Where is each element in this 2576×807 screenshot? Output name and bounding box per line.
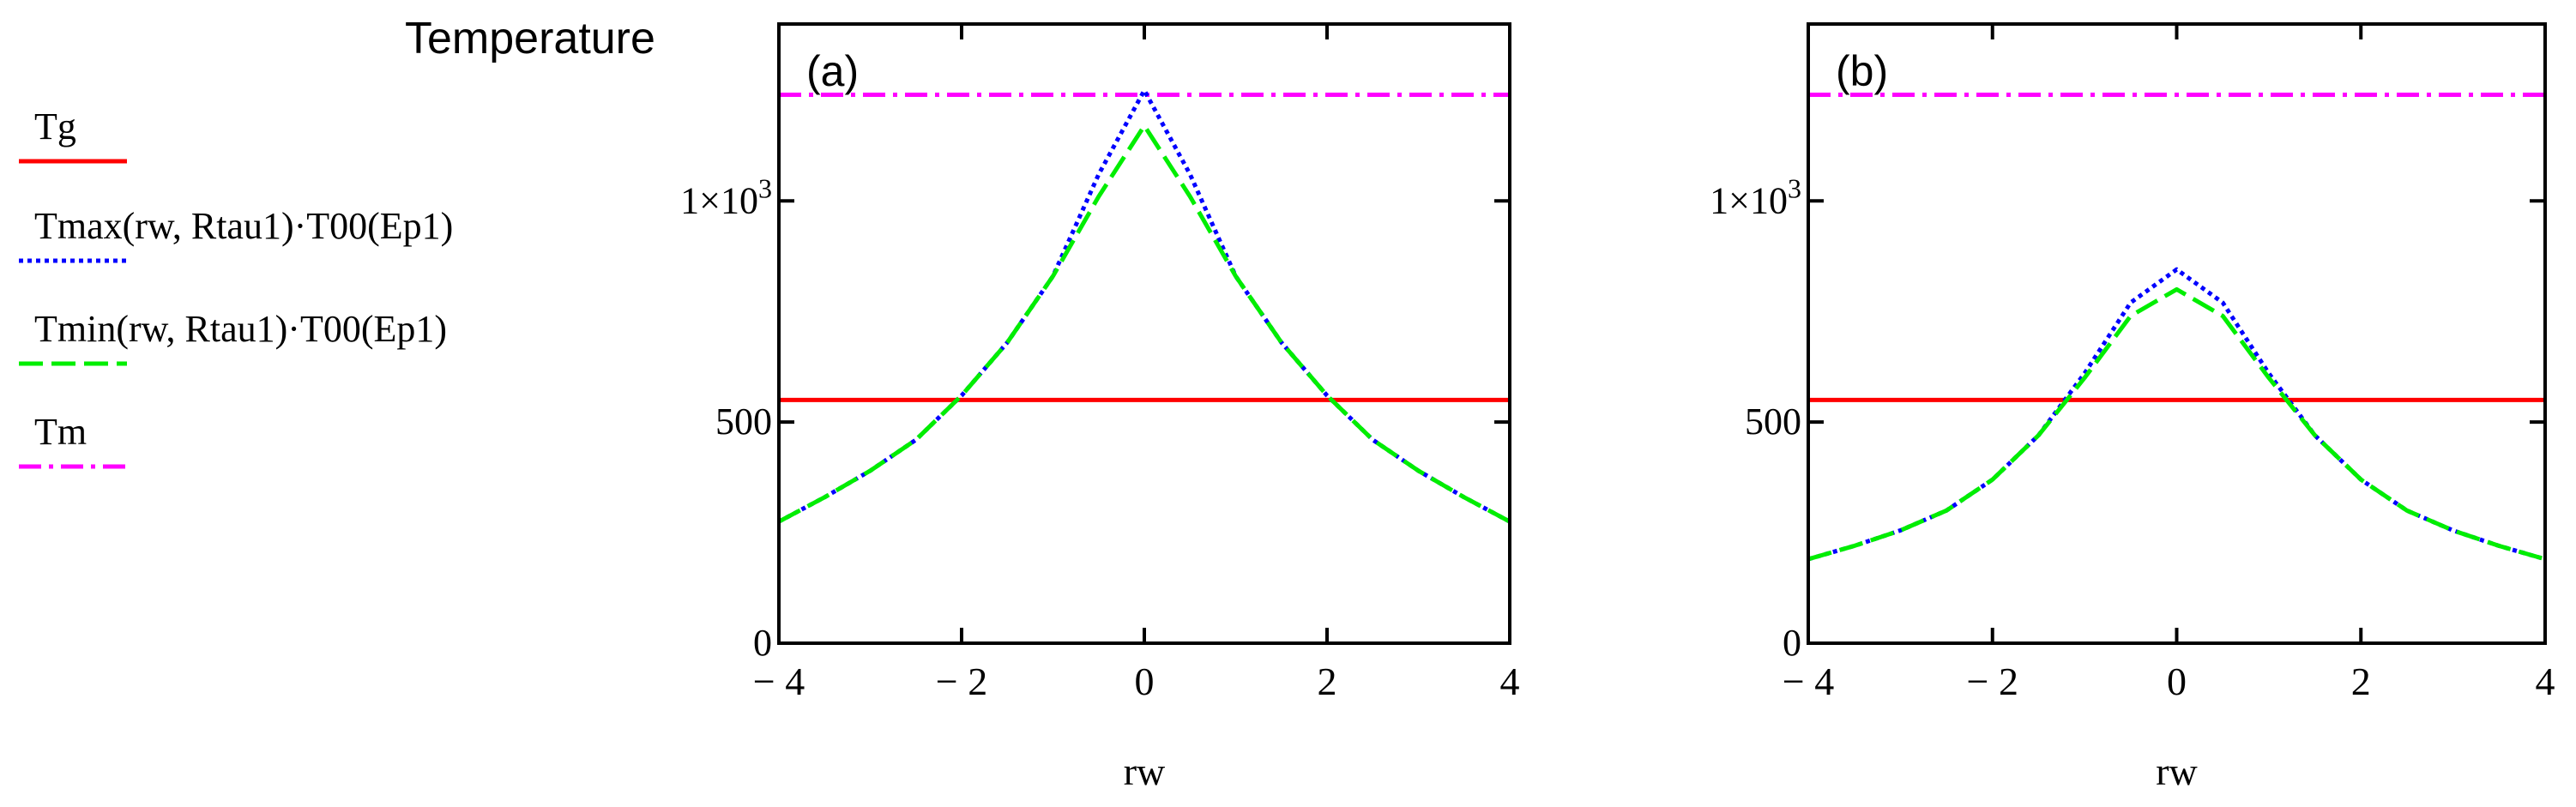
figure-title: Temperature bbox=[405, 14, 655, 63]
series-line-tmin-rw-rtau1-t00-ep1 bbox=[779, 123, 1510, 524]
panel-label: (a) bbox=[806, 47, 859, 95]
panel-label: (b) bbox=[1836, 47, 1888, 95]
legend: Tg Tmax(rw, Rtau1)·T00(Ep1) Tmin(rw, Rtau1… bbox=[19, 105, 453, 469]
x-tick-label: 2 bbox=[1318, 659, 1337, 703]
x-tick-label: 0 bbox=[1135, 659, 1155, 703]
y-tick-label-text: 0 bbox=[753, 622, 772, 664]
y-tick-label-text: 1×10 bbox=[680, 179, 758, 221]
x-tick-label: 4 bbox=[1500, 659, 1520, 703]
x-tick-label: − 2 bbox=[1967, 659, 2018, 703]
y-tick-label: 1×103 bbox=[680, 172, 772, 221]
y-tick-label: 0 bbox=[753, 622, 772, 664]
x-tick-label: − 2 bbox=[936, 659, 987, 703]
x-tick-label: 0 bbox=[2167, 659, 2187, 703]
legend-label-tmin-rw-rtau1-t00-ep1: Tmin(rw, Rtau1)·T00(Ep1) bbox=[34, 308, 447, 350]
chart-panel-a: − 4 − 2 0 2 4 0 500 1×103 (a) rw bbox=[680, 22, 1520, 793]
x-tick-label: − 4 bbox=[753, 659, 805, 703]
y-tick-label-text: 0 bbox=[1783, 622, 1801, 664]
series-line-tmax-rw-rtau1-t00-ep1 bbox=[779, 87, 1510, 524]
chart-panel-b: − 4 − 2 0 2 4 0 500 1×103 (b) rw bbox=[1710, 22, 2555, 793]
y-tick-label-exponent: 3 bbox=[758, 172, 772, 203]
y-tick-label-text: 500 bbox=[715, 400, 772, 443]
x-axis-label: rw bbox=[2156, 750, 2198, 793]
x-tick-label: − 4 bbox=[1783, 659, 1834, 703]
x-axis-label: rw bbox=[1124, 750, 1166, 793]
y-tick-label-text: 500 bbox=[1745, 400, 1801, 443]
legend-label-tm: Tm bbox=[34, 411, 87, 453]
legend-label-tmax-rw-rtau1-t00-ep1: Tmax(rw, Rtau1)·T00(Ep1) bbox=[34, 205, 453, 247]
series-line-tmax-rw-rtau1-t00-ep1 bbox=[1808, 267, 2545, 562]
plot-frame bbox=[777, 22, 1511, 645]
y-tick-label: 500 bbox=[1745, 400, 1801, 443]
series-line-tmin-rw-rtau1-t00-ep1 bbox=[1808, 286, 2545, 562]
x-tick-label: 4 bbox=[2536, 659, 2555, 703]
y-tick-label: 1×103 bbox=[1710, 172, 1801, 221]
x-tick-label: 2 bbox=[2351, 659, 2371, 703]
y-tick-label-exponent: 3 bbox=[1788, 172, 1801, 203]
y-tick-label-text: 1×10 bbox=[1710, 179, 1788, 221]
y-tick-label: 0 bbox=[1783, 622, 1801, 664]
legend-label-tg: Tg bbox=[34, 105, 76, 148]
y-tick-label: 500 bbox=[715, 400, 772, 443]
plot-frame bbox=[1807, 22, 2547, 645]
